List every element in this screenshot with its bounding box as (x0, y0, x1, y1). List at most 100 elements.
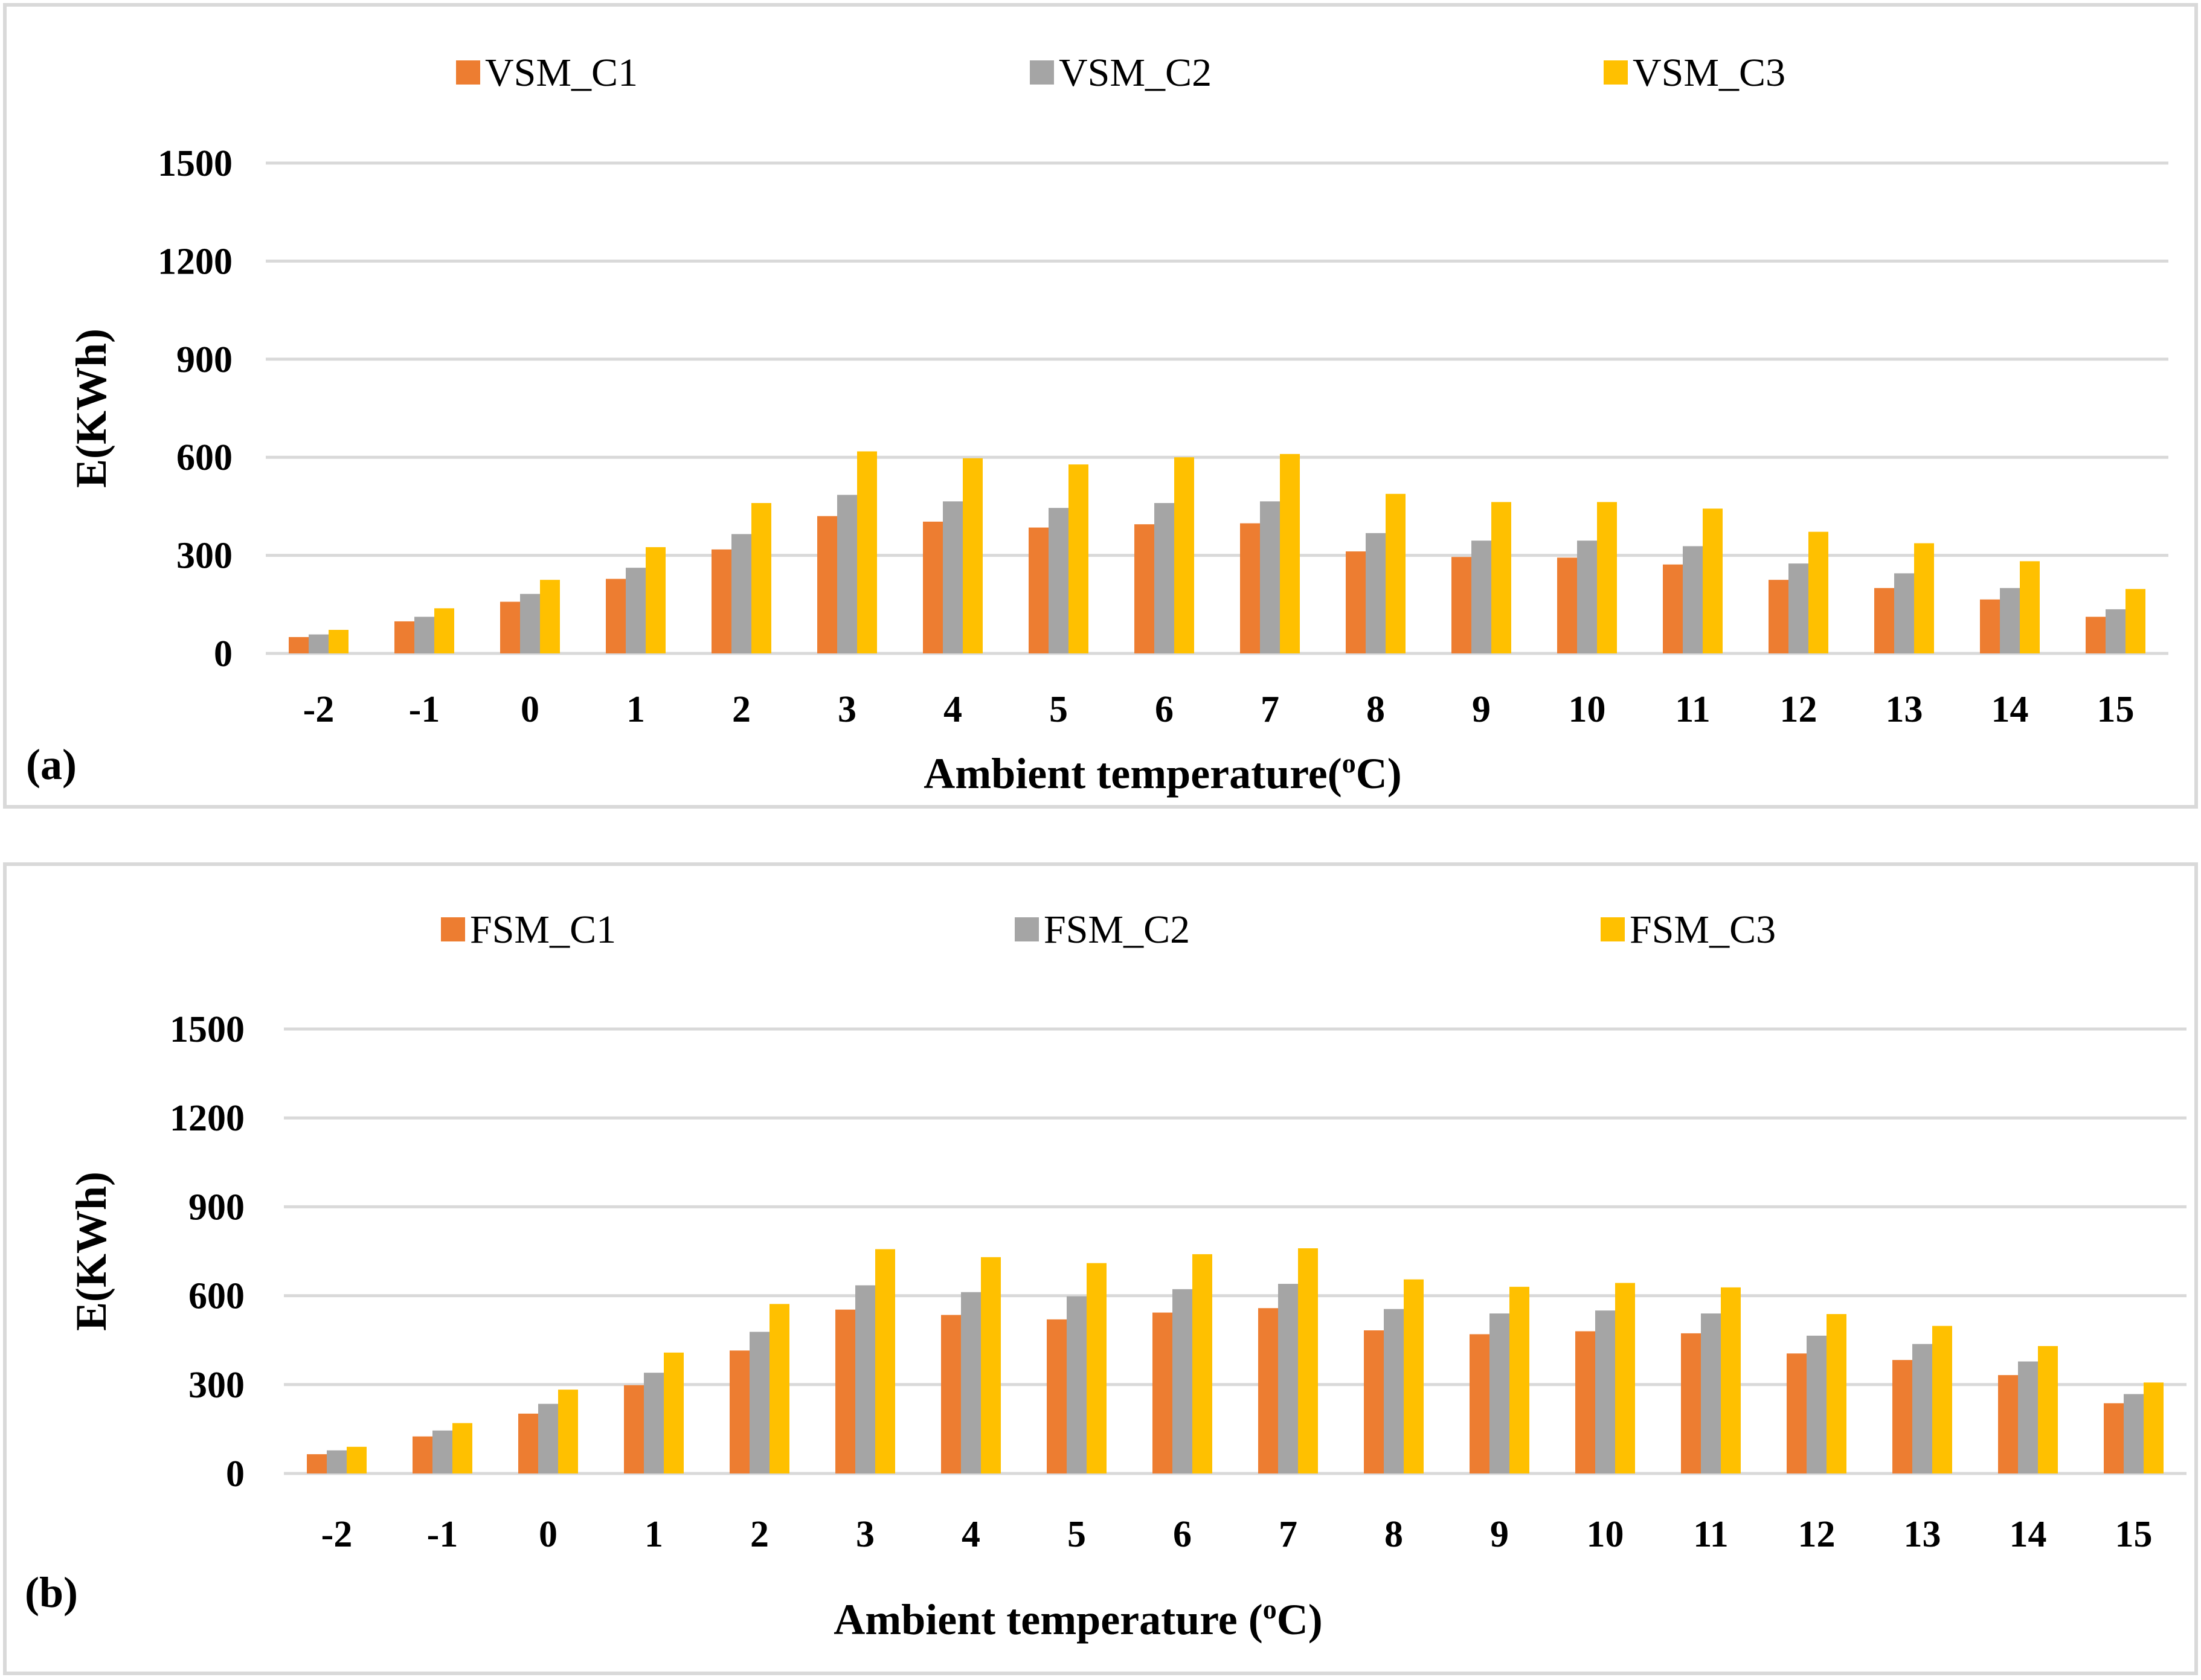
legend-label: VSM_C1 (485, 51, 638, 95)
bar-fsm-c3 (452, 1423, 472, 1473)
gridlines (284, 1027, 2187, 1475)
x-tick-label: 15 (2115, 1514, 2153, 1555)
y-tick-labels: 0 300 600 900 1200 1500 (158, 143, 233, 675)
bar-vsm-c3 (540, 580, 560, 653)
y-axis-label: E(KWh) (67, 1172, 115, 1331)
x-tick-label: 10 (1587, 1514, 1624, 1555)
bar-vsm-c1 (923, 521, 943, 653)
bar-fsm-c2 (1595, 1310, 1615, 1473)
x-tick-label: 12 (1798, 1514, 1836, 1555)
bar-vsm-c3 (963, 458, 983, 653)
bar-fsm-c1 (1152, 1312, 1172, 1473)
bar-fsm-c3 (1298, 1248, 1318, 1473)
legend-swatch (1030, 60, 1054, 85)
bar-vsm-c1 (1029, 527, 1049, 653)
bar-fsm-c3 (875, 1249, 895, 1473)
bar-fsm-c2 (1067, 1296, 1087, 1473)
bar-vsm-c1 (500, 601, 520, 653)
panel-frame (3, 862, 2198, 1675)
bar-vsm-c3 (2125, 589, 2145, 653)
bar-fsm-c3 (2144, 1382, 2164, 1473)
x-tick-label: -1 (409, 689, 440, 730)
bar-fsm-c1 (624, 1385, 644, 1473)
bar-vsm-c2 (1788, 563, 1808, 653)
legend-label: VSM_C2 (1059, 51, 1212, 95)
bar-vsm-c3 (1280, 454, 1300, 653)
bar-vsm-c2 (2000, 588, 2020, 653)
bar-vsm-c2 (1366, 533, 1386, 653)
bar-vsm-c1 (1240, 523, 1260, 653)
bar-vsm-c2 (1260, 501, 1280, 653)
x-tick-label: 11 (1693, 1514, 1729, 1555)
panel-tag: (a) (26, 740, 77, 789)
x-tick-label: 4 (962, 1514, 980, 1555)
bar-fsm-c1 (835, 1309, 855, 1473)
bar-fsm-c1 (518, 1413, 538, 1473)
bar-vsm-c1 (394, 621, 414, 653)
bar-vsm-c2 (1049, 508, 1068, 653)
bar-fsm-c3 (558, 1390, 578, 1473)
bar-vsm-c2 (520, 594, 540, 653)
panel-frame (3, 3, 2198, 809)
bar-vsm-c3 (857, 451, 877, 653)
x-tick-label: -1 (427, 1514, 458, 1555)
x-tick-label: 7 (1279, 1514, 1297, 1555)
x-tick-label: -2 (321, 1514, 353, 1555)
bar-fsm-c2 (855, 1285, 875, 1473)
bar-fsm-c3 (1509, 1286, 1529, 1473)
x-tick-label: 11 (1675, 689, 1711, 730)
bar-vsm-c2 (1577, 540, 1597, 653)
y-tick-labels: 0 300 600 900 1200 1500 (170, 1009, 245, 1495)
bar-fsm-c1 (1787, 1353, 1807, 1473)
x-tick-label: 2 (750, 1514, 769, 1555)
bar-fsm-c3 (1615, 1283, 1635, 1473)
y-tick-label: 300 (188, 1365, 245, 1406)
y-tick-label: 900 (176, 339, 233, 380)
bar-fsm-c1 (307, 1454, 327, 1473)
bar-vsm-c2 (1894, 573, 1914, 653)
x-tick-label: 10 (1569, 689, 1606, 730)
bar-fsm-c3 (1404, 1279, 1424, 1473)
x-tick-label: 1 (626, 689, 645, 730)
bar-vsm-c1 (817, 516, 837, 653)
bar-fsm-c2 (1489, 1313, 1509, 1473)
y-tick-label: 1500 (170, 1009, 245, 1050)
bar-group (289, 451, 2145, 653)
bar-vsm-c1 (2086, 617, 2106, 653)
legend-swatch (1601, 917, 1625, 941)
chart-panel-a: 0 300 600 900 1200 1500 -2 -1 0 1 2 3 4 5 6 7 8 9 10 11 12 1… (3, 3, 2198, 809)
bar-vsm-c3 (1068, 464, 1088, 653)
x-tick-label: 5 (1049, 689, 1068, 730)
y-axis-label: E(KWh) (67, 329, 115, 488)
y-tick-label: 0 (214, 633, 233, 675)
bar-vsm-c3 (1174, 457, 1194, 653)
bar-vsm-c1 (1663, 564, 1683, 653)
x-tick-label: -2 (303, 689, 335, 730)
bar-fsm-c2 (432, 1430, 452, 1473)
bar-fsm-c3 (1932, 1326, 1952, 1473)
y-tick-label: 300 (176, 536, 233, 577)
y-tick-label: 600 (188, 1276, 245, 1317)
y-tick-label: 0 (226, 1454, 245, 1495)
chart-panel-b: 0 300 600 900 1200 1500 -2 -1 0 1 2 3 4 5 6 7 8 9 10 11 12 1… (0, 840, 2201, 1680)
x-tick-label: 0 (539, 1514, 557, 1555)
x-tick-label: 9 (1490, 1514, 1509, 1555)
bar-fsm-c1 (1575, 1331, 1595, 1473)
bar-fsm-c2 (2018, 1361, 2038, 1473)
panel-tag: (b) (25, 1568, 78, 1617)
bar-fsm-c2 (1278, 1283, 1298, 1473)
y-tick-label: 1500 (158, 143, 233, 184)
bar-vsm-c3 (751, 502, 771, 653)
x-tick-labels: -2 -1 0 1 2 3 4 5 6 7 8 9 10 11 12 13 14 15 (303, 689, 2135, 730)
bar-vsm-c2 (1683, 546, 1703, 653)
bar-fsm-c1 (1892, 1360, 1912, 1473)
x-tick-label: 0 (521, 689, 539, 730)
x-tick-label: 6 (1155, 689, 1174, 730)
bar-fsm-c1 (1258, 1308, 1278, 1473)
x-tick-label: 15 (2097, 689, 2135, 730)
bar-fsm-c2 (1807, 1335, 1827, 1473)
x-tick-label: 3 (838, 689, 856, 730)
bar-vsm-c2 (414, 617, 434, 653)
bar-group (307, 1248, 2164, 1473)
